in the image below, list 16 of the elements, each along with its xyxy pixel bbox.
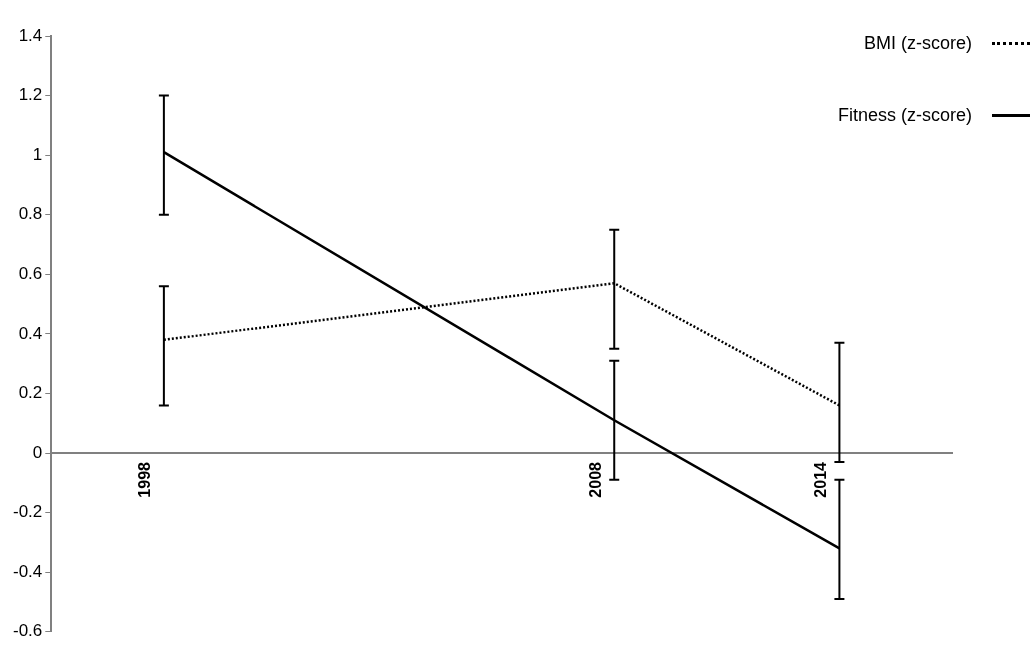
y-tick-label: -0.4: [13, 561, 43, 581]
legend-label: BMI (z-score): [864, 32, 972, 54]
y-tick-label: 1: [32, 144, 43, 164]
y-tick-label: 0.8: [18, 204, 43, 224]
y-tick-label: 0.6: [18, 264, 43, 284]
y-tick-label: -0.2: [13, 502, 43, 522]
y-tick-label: 1.4: [18, 25, 43, 45]
legend-label: Fitness (z-score): [837, 104, 972, 126]
x-tick-label: 2014: [811, 461, 829, 498]
y-tick-label: 1.2: [18, 85, 43, 105]
y-tick-label: 0.4: [18, 323, 43, 343]
x-tick-label: 2008: [586, 461, 604, 498]
x-tick-label: 1998: [136, 461, 154, 498]
y-tick-label: 0: [32, 442, 43, 462]
y-tick-label: -0.6: [13, 621, 43, 641]
y-tick-label: 0.2: [18, 383, 43, 403]
